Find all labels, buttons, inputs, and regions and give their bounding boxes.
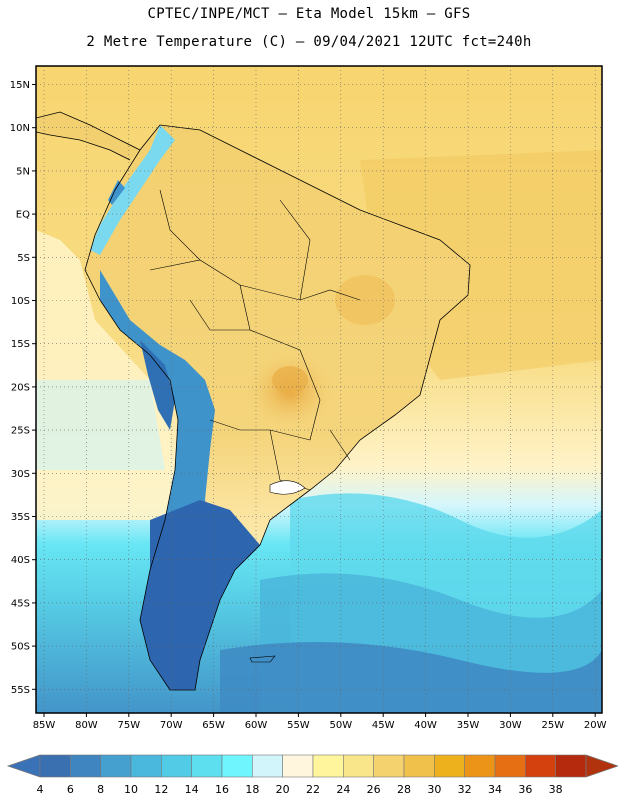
axis-ticks <box>32 84 596 717</box>
lat-label: 55S <box>11 685 30 696</box>
lat-label: 5N <box>16 166 30 177</box>
lat-label: 10N <box>10 123 30 134</box>
central-america-coast <box>36 111 141 161</box>
colorbar-swatch <box>130 754 162 778</box>
colorbar-swatch <box>282 754 314 778</box>
hot-spot-core <box>272 366 308 394</box>
lon-label: 55W <box>287 720 310 731</box>
lon-label: 40W <box>414 720 437 731</box>
colorbar-swatch <box>39 754 71 778</box>
south-atlantic-colder <box>220 642 602 713</box>
colorbar-label: 22 <box>306 783 320 796</box>
colorbar-swatch <box>191 754 223 778</box>
colorbar-label: 4 <box>37 783 44 796</box>
colorbar-swatch <box>555 754 587 778</box>
lat-label: 10S <box>11 296 30 307</box>
lon-label: 70W <box>160 720 183 731</box>
colorbar-swatch <box>343 754 374 778</box>
colorbar-label: 38 <box>549 783 563 796</box>
lon-label: 60W <box>245 720 268 731</box>
patagonia-cold <box>140 500 260 690</box>
map-plot-area <box>36 66 602 713</box>
colorbar-swatch <box>464 754 496 778</box>
lat-label: 50S <box>11 642 30 653</box>
colorbar-swatch <box>252 754 283 778</box>
colorbar-label: 16 <box>215 783 229 796</box>
colorbar-swatch <box>403 754 435 778</box>
country-borders <box>149 189 361 491</box>
colorbar-label: 12 <box>154 783 168 796</box>
lat-label: 15N <box>10 80 30 91</box>
lon-label: 30W <box>499 720 522 731</box>
lat-label: 15S <box>11 339 30 350</box>
colorbar-label: 30 <box>427 783 441 796</box>
colorbar-label: 24 <box>336 783 350 796</box>
colorbar-swatch <box>373 754 405 778</box>
lon-label: 35W <box>457 720 480 731</box>
warm-patch-ne <box>335 275 395 325</box>
lat-label: 45S <box>11 598 30 609</box>
colorbar-label: 10 <box>124 783 138 796</box>
colorbar-label: 6 <box>67 783 74 796</box>
lon-label: 20W <box>584 720 607 731</box>
colorbar-label: 34 <box>488 783 502 796</box>
pacific-cool-band-2 <box>36 380 165 470</box>
lat-label: 20S <box>11 382 30 393</box>
colorbar-swatch <box>494 754 526 778</box>
lat-label: 5S <box>17 253 30 264</box>
colorbar-label: 32 <box>458 783 472 796</box>
colorbar-label: 14 <box>185 783 199 796</box>
colorbar-swatch <box>161 754 192 778</box>
lon-label: 50W <box>329 720 352 731</box>
lat-label: 30S <box>11 469 30 480</box>
map-frame <box>35 65 603 714</box>
andes-altiplano <box>140 340 175 430</box>
colorbar-label: 8 <box>97 783 104 796</box>
central-america-land <box>36 112 140 160</box>
lon-label: 85W <box>33 720 56 731</box>
colorbar-swatch <box>70 754 101 778</box>
lon-label: 75W <box>117 720 140 731</box>
colorbar-label: 26 <box>367 783 381 796</box>
colorbar-swatch <box>434 754 465 778</box>
colorbar-swatch <box>525 754 556 778</box>
colorbar-label: 18 <box>245 783 259 796</box>
andes-north <box>90 125 175 255</box>
colorbar-label: 20 <box>276 783 290 796</box>
coastline <box>84 124 471 691</box>
longitude-labels: 85W 80W 75W 70W 65W 60W 55W 50W 45W 40W 35W 30W 25W 2… <box>33 720 607 731</box>
andes-north-core <box>108 180 125 205</box>
colorbar-over-arrow <box>585 754 618 778</box>
latitude-labels: 15N 10N 5N EQ 5S 10S 15S 20S 25S 30S 35S 40S 45S 50S 5… <box>10 80 30 696</box>
colorbar-label: 36 <box>518 783 532 796</box>
map-title-line2: 2 Metre Temperature (C) — 09/04/2021 12U… <box>86 34 532 50</box>
lat-label: 35S <box>11 512 30 523</box>
colorbar-label: 28 <box>397 783 411 796</box>
colorbar: 4 6 8 10 12 14 16 18 20 22 24 26 28 30 32 34 36 38 <box>6 754 618 796</box>
lat-label: EQ <box>16 210 30 221</box>
rio-de-la-plata <box>269 480 306 495</box>
colorbar-swatch <box>312 754 344 778</box>
lat-label: 25S <box>11 426 30 437</box>
falkland-islands <box>249 655 276 663</box>
colorbar-under-arrow <box>6 754 41 778</box>
map-title-line1: CPTEC/INPE/MCT — Eta Model 15km — GFS <box>147 6 471 22</box>
lon-label: 45W <box>372 720 395 731</box>
lon-label: 65W <box>202 720 225 731</box>
lat-label: 40S <box>11 555 30 566</box>
lon-label: 80W <box>75 720 98 731</box>
colorbar-swatch <box>100 754 132 778</box>
lon-label: 25W <box>541 720 564 731</box>
colorbar-swatch <box>221 754 253 778</box>
